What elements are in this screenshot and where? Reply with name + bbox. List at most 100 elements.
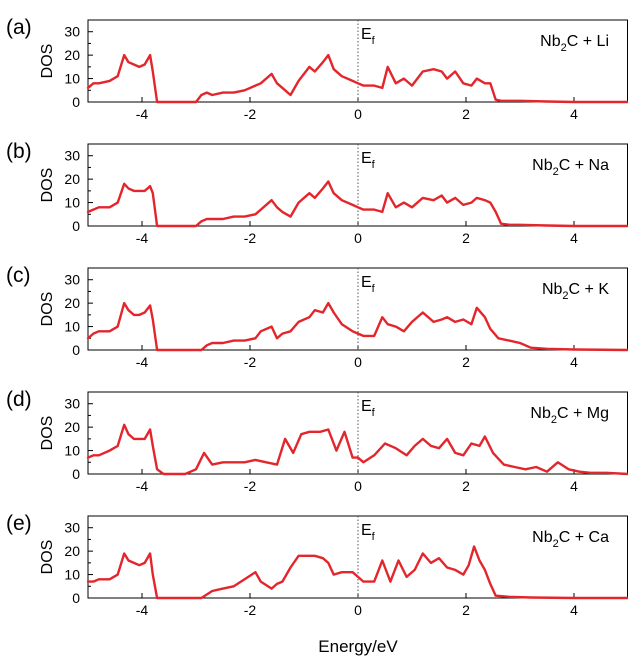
x-tick-label: -4 [136, 354, 149, 370]
dos-data-point [87, 87, 89, 89]
dos-data-point [200, 94, 202, 96]
dos-data-point [557, 461, 559, 463]
y-tick-label: 20 [64, 419, 80, 435]
dos-data-point [109, 578, 111, 580]
dos-data-point [497, 337, 499, 339]
x-tick-label: 4 [570, 354, 578, 370]
panel-label: (b) [6, 140, 32, 163]
dos-data-point [519, 342, 521, 344]
dos-data-point [446, 316, 448, 318]
fermi-label-main: E [361, 274, 372, 291]
dos-data-point [327, 562, 329, 564]
dos-data-point [478, 559, 481, 562]
dos-data-point [195, 101, 197, 103]
dos-data-point [414, 445, 416, 447]
fermi-label-sub: f [372, 283, 376, 295]
x-tick-label: 4 [570, 602, 578, 618]
dos-data-point [138, 314, 140, 316]
dos-data-point [163, 225, 165, 227]
dos-data-point [387, 66, 389, 68]
y-tick-label: 10 [64, 567, 80, 583]
legend-tail: C + K [569, 281, 610, 298]
dos-data-point [87, 211, 89, 213]
dos-data-point [341, 571, 343, 573]
dos-data-point [244, 216, 246, 218]
dos-data-point [163, 597, 165, 599]
dos-data-point [123, 54, 125, 56]
dos-data-point [508, 596, 510, 598]
dos-data-point [109, 80, 111, 82]
dos-data-point [573, 225, 575, 227]
dos-data-point [357, 576, 359, 578]
dos-data-point [500, 100, 502, 102]
y-axis-label: DOS [39, 44, 56, 79]
dos-data-point [117, 75, 119, 77]
fermi-label: Ef [361, 26, 376, 47]
dos-data-point [489, 583, 491, 585]
dos-data-point [411, 206, 413, 208]
dos-data-point [123, 183, 125, 185]
dos-data-point [281, 333, 283, 335]
dos-data-point [314, 197, 316, 199]
y-axis-label: DOS [39, 540, 56, 575]
x-tick-label: 0 [354, 478, 362, 494]
dos-data-point [156, 101, 158, 103]
dos-data-point [233, 585, 235, 587]
dos-data-point [462, 454, 464, 456]
dos-data-point [446, 438, 448, 440]
dos-data-point [92, 82, 94, 84]
dos-data-point [373, 454, 375, 456]
x-tick-label: 2 [462, 354, 470, 370]
dos-data-point [87, 337, 89, 339]
dos-data-point [276, 583, 278, 585]
dos-data-point [341, 75, 343, 77]
y-tick-label: 0 [72, 94, 80, 110]
dos-data-point [133, 314, 135, 316]
dos-data-point [438, 557, 440, 559]
y-tick-label: 30 [64, 272, 80, 288]
dos-data-point [276, 82, 278, 84]
x-tick-label: 4 [570, 106, 578, 122]
dos-data-point [206, 218, 208, 220]
dos-data-point [281, 211, 283, 213]
dos-data-point [373, 85, 375, 87]
dos-data-point [508, 224, 510, 226]
x-tick-label: -2 [244, 230, 257, 246]
dos-data-point [446, 78, 448, 80]
legend-sub: 2 [553, 166, 559, 178]
y-axis-label: DOS [39, 416, 56, 451]
dos-data-point [260, 209, 262, 211]
dos-data-point [222, 461, 224, 463]
dos-data-point [492, 452, 494, 454]
y-axis-label: DOS [39, 292, 56, 327]
dos-data-point [605, 472, 608, 474]
dos-data-point [403, 202, 405, 204]
dos-data-point [422, 438, 424, 440]
dos-data-point [300, 433, 302, 435]
legend-main: Nb [542, 281, 563, 298]
dos-data-point [206, 344, 208, 346]
dos-data-point [152, 70, 154, 73]
dos-data-point [530, 596, 532, 599]
dos-data-point [308, 192, 310, 194]
dos-data-point [233, 216, 235, 218]
dos-data-point [233, 340, 235, 342]
dos-data-point [446, 566, 448, 569]
dos-data-point [152, 445, 154, 447]
y-tick-label: 10 [64, 443, 80, 459]
y-axis-label: DOS [39, 168, 56, 203]
dos-data-point [138, 564, 140, 566]
dos-data-point [484, 435, 486, 438]
dos-data-point [484, 316, 486, 318]
dos-data-point [314, 70, 316, 73]
x-tick-label: -2 [244, 354, 257, 370]
dos-data-point [495, 595, 497, 597]
dos-data-point [298, 555, 300, 557]
panel-label: (d) [6, 388, 32, 411]
dos-data-point [87, 457, 89, 459]
dos-data-point [503, 464, 505, 466]
dos-data-point [260, 581, 262, 583]
dos-data-point [152, 318, 154, 321]
dos-data-point [314, 555, 316, 557]
